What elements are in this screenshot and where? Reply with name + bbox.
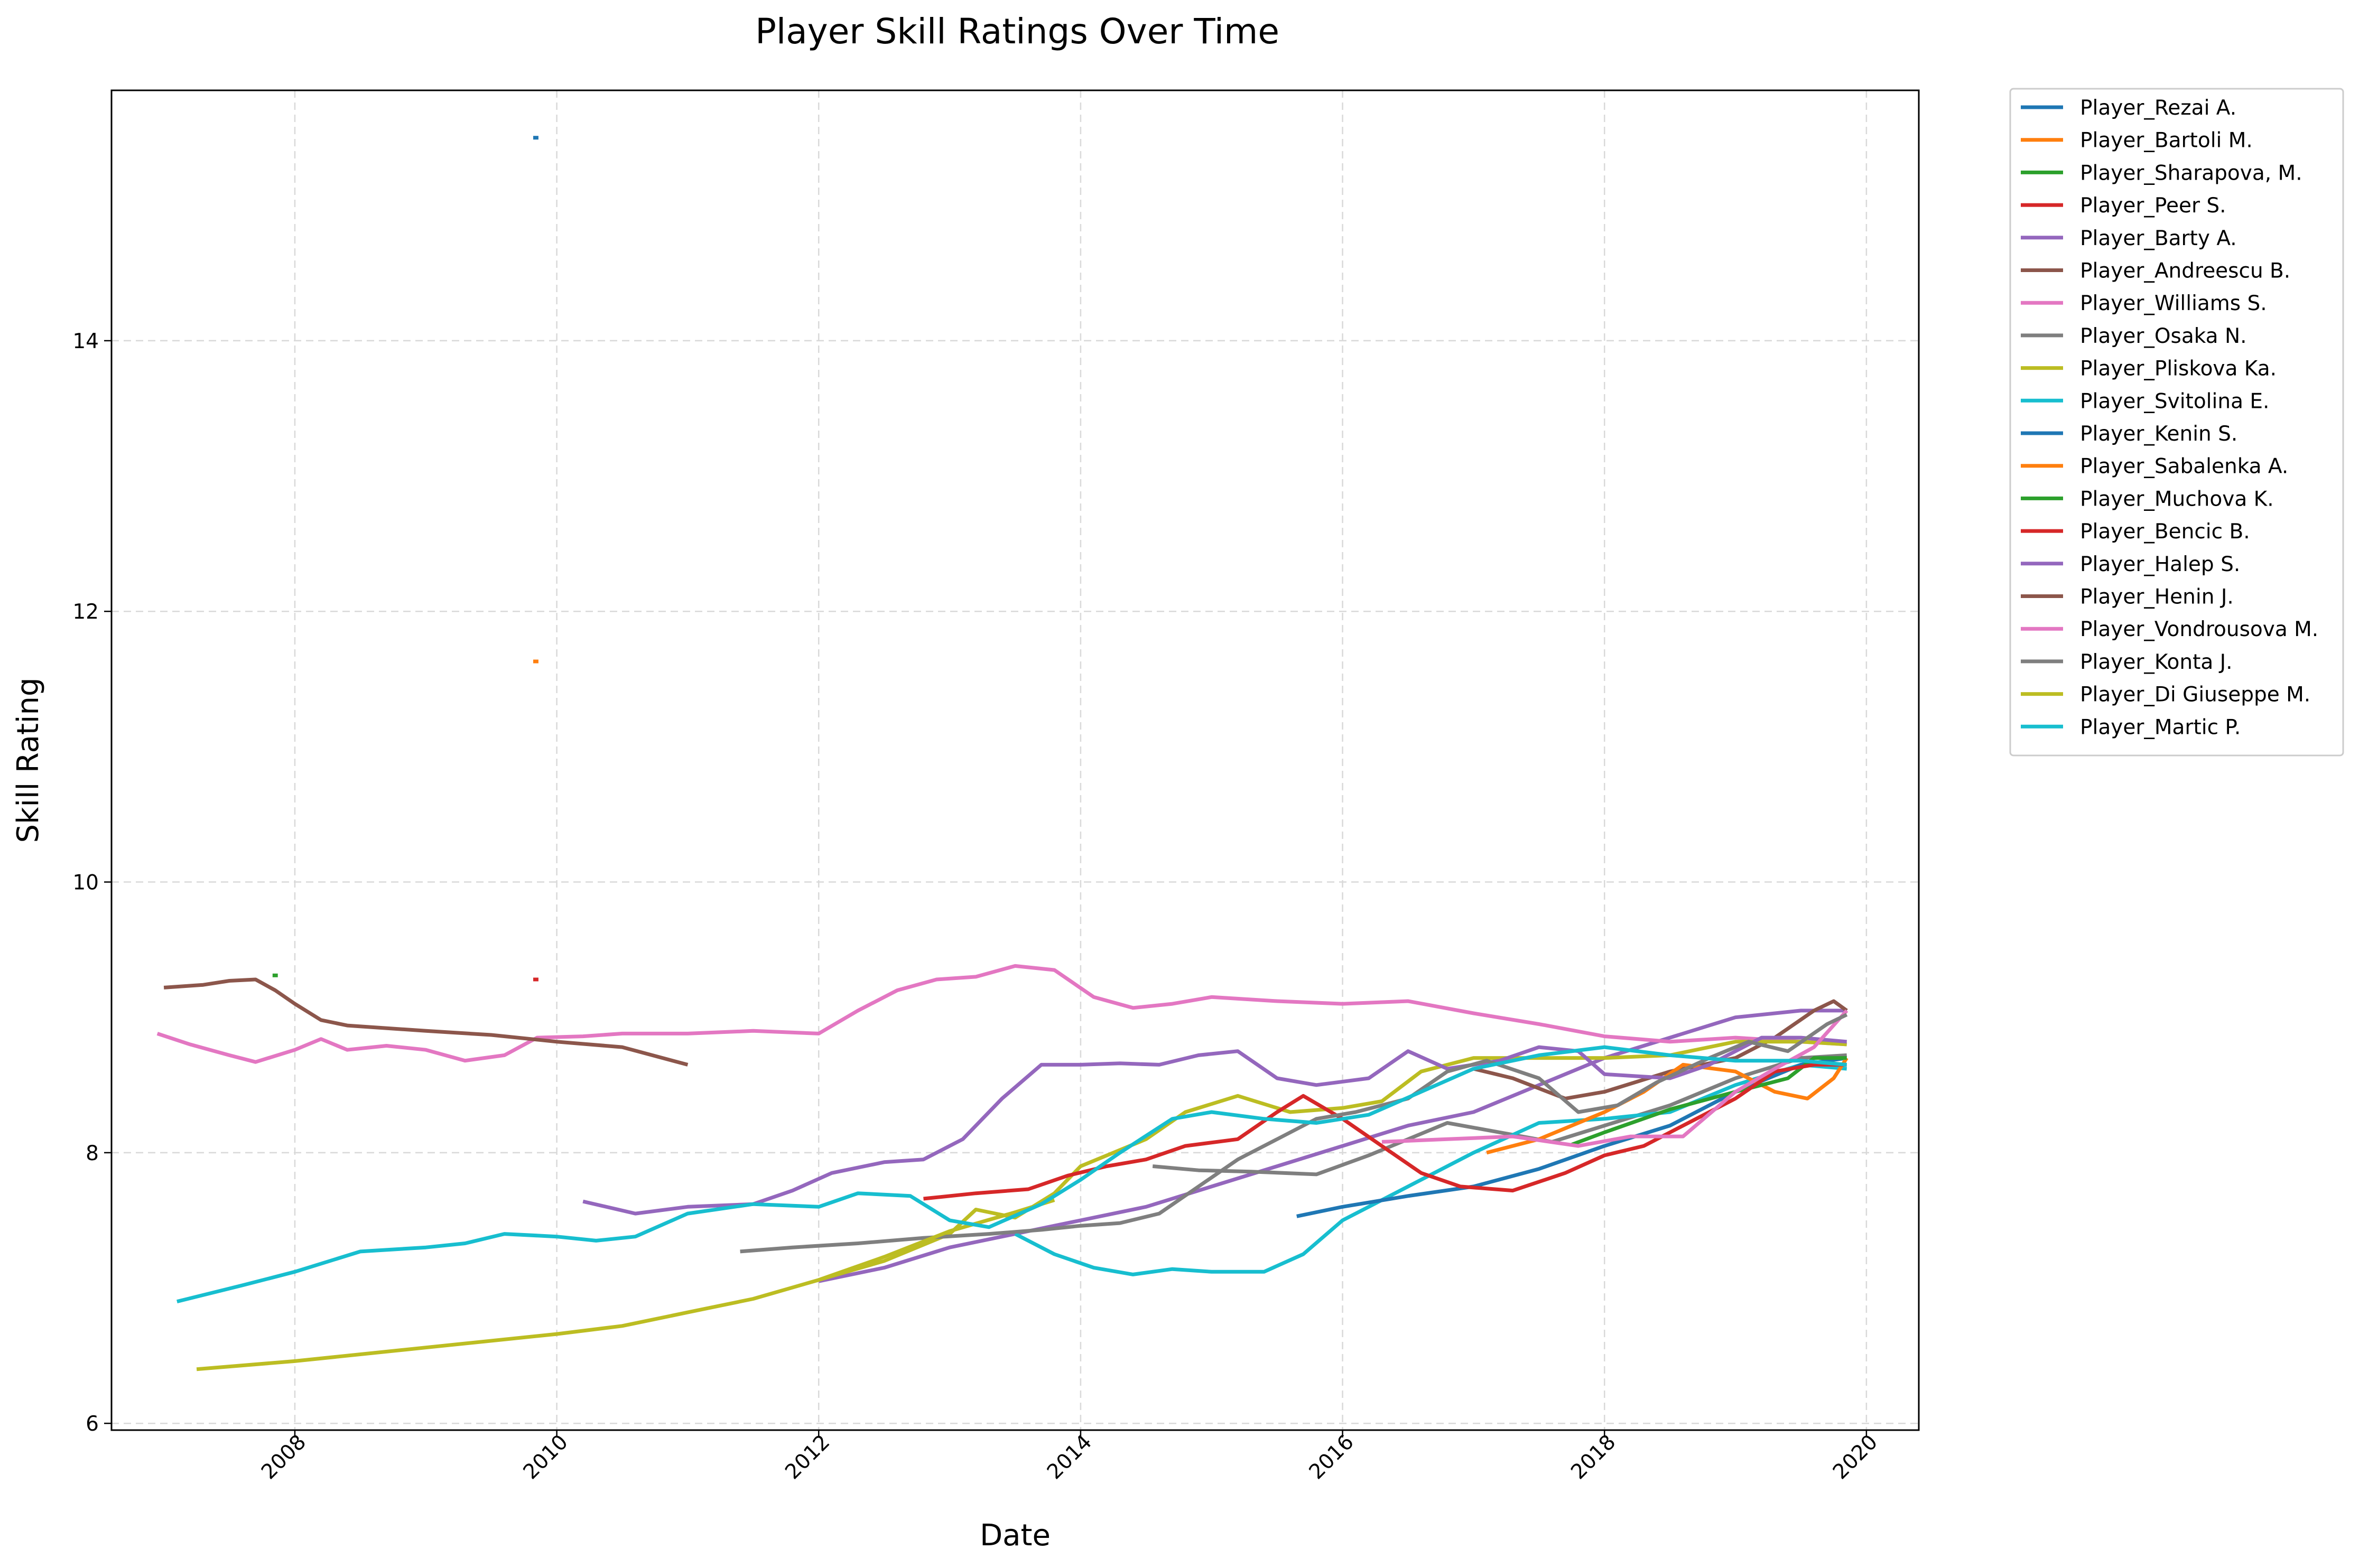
plot-frame: [110, 89, 1920, 1431]
legend-entry-label: Player_Martic P.: [2080, 715, 2241, 739]
legend-entry-label: Player_Halep S.: [2080, 553, 2240, 576]
legend-entry-label: Player_Osaka N.: [2080, 324, 2247, 348]
x-tick-label: 2010: [519, 1430, 573, 1484]
legend-entry-label: Player_Muchova K.: [2080, 487, 2274, 511]
y-tick-label: 10: [72, 871, 99, 895]
legend-entry-label: Player_Vondrousova M.: [2080, 618, 2318, 641]
series-line-19: [196, 1198, 1055, 1371]
legend-entry-label: Player_Bartoli M.: [2080, 129, 2253, 153]
legend-entry-label: Player_Pliskova Ka.: [2080, 357, 2277, 381]
chart-title: Player Skill Ratings Over Time: [755, 11, 1279, 52]
legend: Player_Rezai A. Player_Bartoli M. Player_S…: [2009, 88, 2344, 757]
axis-ticks: 2008 2010 2012 2014 2016 2018 2020 6 8 10 12 14: [72, 330, 1882, 1484]
x-axis-label: Date: [980, 1518, 1051, 1553]
x-tick-label: 2020: [1828, 1430, 1882, 1484]
legend-entry-label: Player_Di Giuseppe M.: [2080, 683, 2310, 707]
grid: [112, 90, 1919, 1430]
series-line-17: [1381, 1009, 1849, 1148]
series-line-16: [163, 977, 689, 1067]
legend-entry-label: Player_Kenin S.: [2080, 422, 2237, 446]
series-line-9: [818, 1040, 1847, 1282]
legend-entry-label: Player_Sharapova, M.: [2080, 161, 2302, 185]
series-line-13: [1571, 1056, 1847, 1146]
x-tick-label: 2018: [1566, 1430, 1620, 1484]
legend-entry-label: Player_Barty A.: [2080, 227, 2237, 250]
legend-entry-label: Player_Henin J.: [2080, 585, 2234, 609]
legend-entry-label: Player_Rezai A.: [2080, 96, 2236, 120]
series-line-12: [1486, 1057, 1849, 1155]
series-line-6: [1473, 999, 1848, 1100]
x-tick-label: 2014: [1043, 1430, 1097, 1484]
series-line-8: [1152, 1053, 1847, 1177]
series-line-18: [740, 1013, 1848, 1254]
y-tick-label: 12: [72, 600, 99, 624]
y-tick-label: 8: [86, 1142, 99, 1165]
x-tick-label: 2008: [257, 1430, 311, 1484]
series-line-11: [1296, 1056, 1847, 1218]
legend-entry-label: Player_Svitolina E.: [2080, 389, 2269, 413]
legend-entry-label: Player_Bencic B.: [2080, 520, 2250, 544]
series-line-7: [156, 964, 1847, 1064]
series-line-15: [582, 1035, 1847, 1216]
y-axis-label: Skill Rating: [11, 677, 45, 843]
series-line-5: [818, 1009, 1847, 1283]
legend-frame: [2009, 88, 2344, 757]
x-tick-label: 2016: [1305, 1430, 1359, 1484]
series-line-20: [177, 1045, 1847, 1303]
legend-entry-label: Player_Peer S.: [2080, 194, 2226, 218]
legend-entry-label: Player_Sabalenka A.: [2080, 455, 2288, 479]
legend-entry-label: Player_Konta J.: [2080, 650, 2233, 674]
y-tick-label: 14: [72, 330, 99, 353]
legend-entry-label: Player_Andreescu B.: [2080, 259, 2290, 283]
y-tick-label: 6: [86, 1412, 99, 1436]
series-lines: [156, 136, 1849, 1371]
x-tick-label: 2012: [781, 1430, 834, 1484]
legend-entry-label: Player_Williams S.: [2080, 292, 2267, 315]
